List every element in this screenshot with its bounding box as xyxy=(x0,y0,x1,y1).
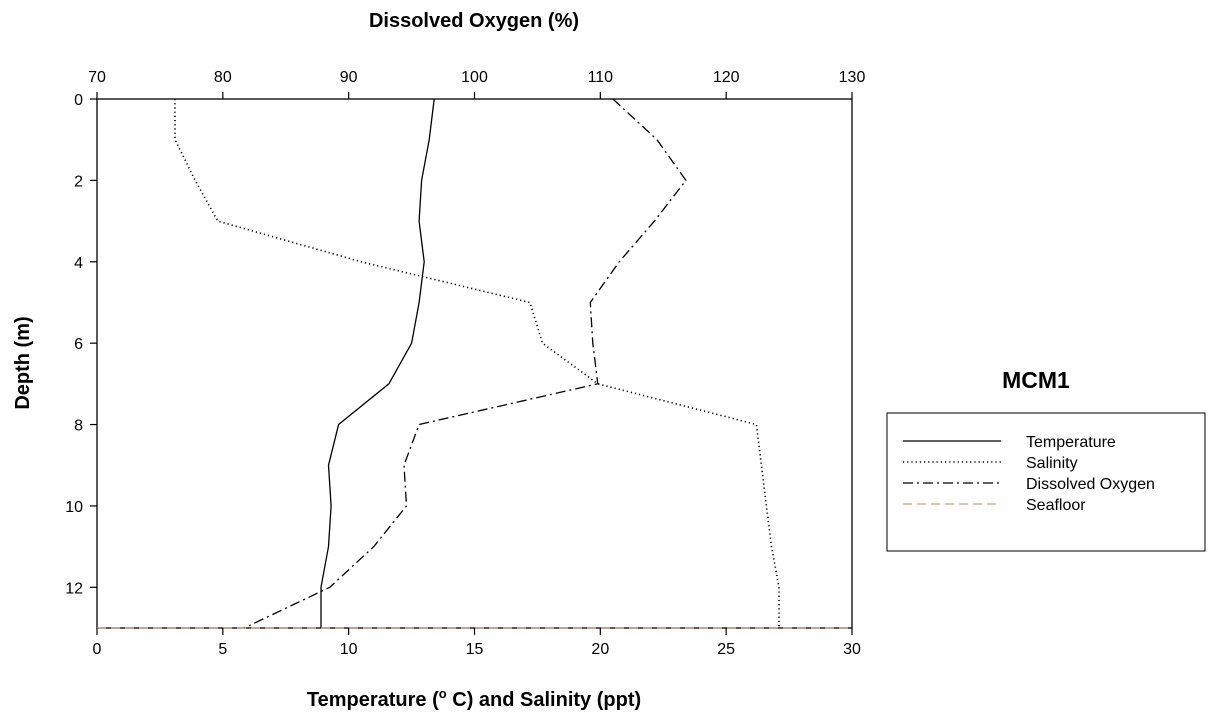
series-line-dissolved-oxygen xyxy=(243,98,687,629)
legend-items: Temperature Salinity Dissolved Oxygen Seafl… xyxy=(903,434,1155,514)
bottom-axis-title-sup: o xyxy=(439,686,447,701)
bottom-tick-label: 10 xyxy=(340,641,358,658)
bottom-axis-title: Temperature (o C) and Salinity (ppt) xyxy=(307,686,641,711)
y-axis-title: Depth (m) xyxy=(12,316,34,409)
bottom-tick-label: 20 xyxy=(591,641,609,658)
top-tick-label: 130 xyxy=(839,69,866,86)
top-tick-label: 70 xyxy=(88,69,106,86)
chart-title: MCM1 xyxy=(1002,367,1070,393)
bottom-tick-label: 0 xyxy=(93,641,102,658)
bottom-tick-label: 5 xyxy=(218,641,227,658)
series-layer xyxy=(97,98,852,629)
bottom-tick-label: 15 xyxy=(466,641,484,658)
legend-label-salinity: Salinity xyxy=(1026,455,1078,472)
bottom-axis-title-before: Temperature ( xyxy=(307,689,439,711)
top-tick-label: 110 xyxy=(588,69,614,86)
bottom-tick-label: 25 xyxy=(717,641,735,658)
series-line-salinity xyxy=(174,99,780,628)
y-tick-label: 10 xyxy=(65,499,83,516)
legend-frame xyxy=(886,412,1206,552)
bottom-tick-label: 30 xyxy=(843,641,861,658)
y-tick-label: 8 xyxy=(74,418,83,435)
y-tick-label: 2 xyxy=(74,173,83,190)
y-tick-label: 12 xyxy=(65,580,83,597)
legend-label-seafloor: Seafloor xyxy=(1026,497,1086,514)
y-tick-label: 6 xyxy=(74,336,83,353)
tick-layer: 0 5 10 15 20 25 30 70 80 90 100 110 120 130 0 2 4 6 8 10 12 xyxy=(65,69,865,658)
series-line-temperature xyxy=(320,98,435,628)
plot-area-frame xyxy=(96,98,853,629)
y-tick-label: 4 xyxy=(74,255,83,272)
top-tick-label: 120 xyxy=(713,69,740,86)
legend-label-temperature: Temperature xyxy=(1026,434,1116,451)
legend-label-dissolved-oxygen: Dissolved Oxygen xyxy=(1026,476,1155,493)
legend: Temperature Salinity Dissolved Oxygen Seafl… xyxy=(886,412,1206,552)
top-tick-label: 90 xyxy=(340,69,358,86)
y-tick-label: 0 xyxy=(74,92,83,109)
top-tick-label: 100 xyxy=(461,69,488,86)
top-tick-label: 80 xyxy=(214,69,232,86)
bottom-axis-title-after: C) and Salinity (ppt) xyxy=(447,689,641,711)
top-axis-title: Dissolved Oxygen (%) xyxy=(369,10,579,32)
